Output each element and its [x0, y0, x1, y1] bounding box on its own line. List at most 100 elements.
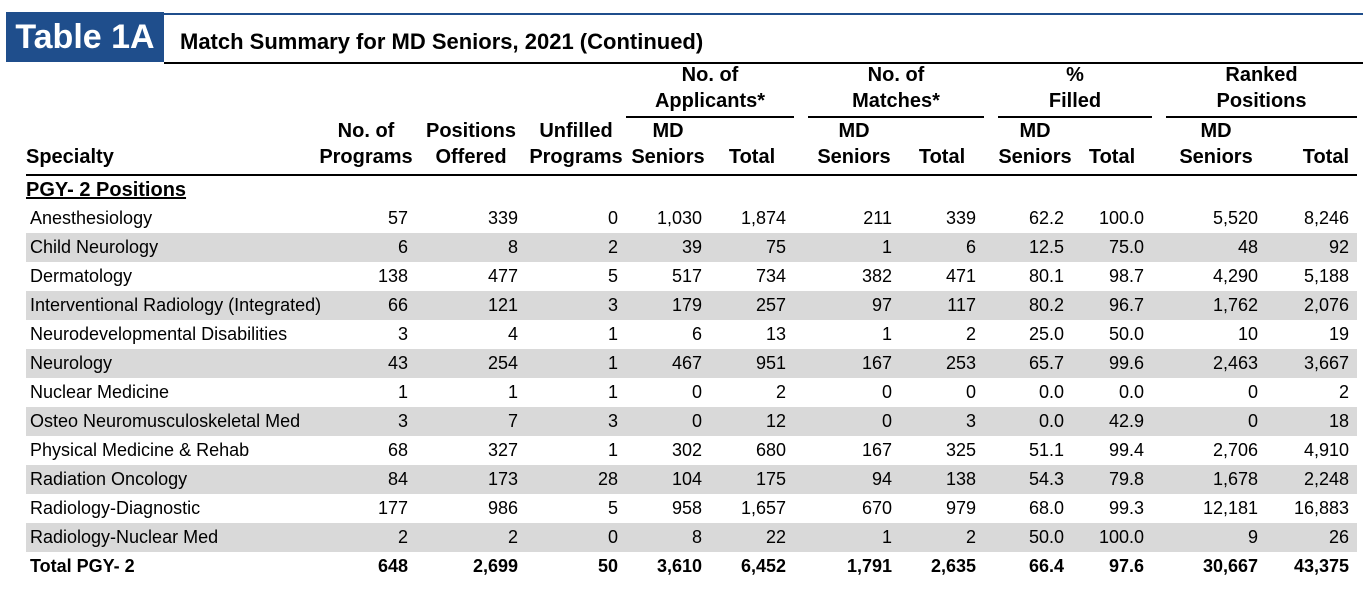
title-top-rule: [164, 13, 1363, 15]
positions-cell: 339: [487, 208, 518, 228]
ranked-group-header: Ranked Positions: [1166, 62, 1358, 118]
ranked-md-cell: 10: [1237, 324, 1259, 344]
ranked-md-cell: 9: [1166, 523, 1267, 552]
filled-total-cell: 99.6: [1072, 349, 1153, 378]
matches-total-cell: 339: [945, 208, 976, 228]
applicants-md-cell: 3,610: [656, 556, 702, 576]
ranked-total-cell: 5,188: [1303, 266, 1350, 286]
unfilled-cell: 28: [526, 465, 626, 494]
table-row: Neurodevelopmental Disabilities 3 4 1 6 13 1 2 2…: [26, 320, 1357, 349]
table-title: Match Summary for MD Seniors, 2021 (Cont…: [180, 29, 704, 54]
unfilled-header: Unfilled Programs: [529, 120, 623, 168]
table-row: Dermatology 138 477 5 517 734 382 471 80.1 98.7 4,…: [26, 262, 1357, 291]
total-row: Total PGY- 2 648 2,699 50 3,610 6,452 1,791 2,6…: [26, 552, 1357, 581]
applicants-total-cell: 1,874: [740, 208, 786, 228]
specialty-cell: Nuclear Medicine: [30, 382, 170, 402]
matches-md-cell: 211: [863, 208, 892, 228]
unfilled-cell: 1: [607, 382, 618, 402]
applicants-total-cell: 6,452: [740, 556, 786, 576]
ranked-md-cell: 12,181: [1202, 498, 1259, 518]
specialty-header: Specialty: [26, 146, 114, 168]
matches-total-cell: 6: [900, 233, 984, 262]
matches-group-header: No. of Matches*: [808, 62, 984, 118]
programs-cell: 84: [316, 465, 416, 494]
filled-total-cell: 100.0: [1072, 523, 1153, 552]
matches-md-cell: 0: [881, 382, 892, 402]
matches-total-cell: 2: [965, 324, 976, 344]
unfilled-cell: 0: [526, 523, 626, 552]
matches-total-cell: 253: [900, 349, 984, 378]
applicants-md-cell: 1,030: [656, 208, 702, 228]
positions-cell: 1: [507, 382, 518, 402]
matches-total-cell: 325: [945, 440, 976, 460]
filled-total-cell: 75.0: [1072, 233, 1153, 262]
ranked-total-cell: 43,375: [1293, 556, 1350, 576]
programs-cell: 43: [316, 349, 416, 378]
positions-cell: 477: [487, 266, 518, 286]
table-row: Interventional Radiology (Integrated) 66 1…: [26, 291, 1358, 320]
table-row: Anesthesiology 57 339 0 1,030 1,874 211 339 62.2…: [26, 204, 1357, 233]
unfilled-cell: 5: [607, 266, 618, 286]
table-row: Child Neurology 6 8 2 39 75 1 6 12.5 75.0 48 92: [26, 233, 1358, 262]
matches-md-cell: 1: [881, 324, 892, 344]
applicants-md-cell: 0: [691, 382, 702, 402]
applicants-md-cell: 8: [626, 523, 710, 552]
applicants-md-cell: 517: [671, 266, 702, 286]
applicants-total-cell: 1,657: [740, 498, 786, 518]
positions-cell: 7: [416, 407, 526, 436]
filled-md-header: MD Seniors: [998, 120, 1072, 168]
specialty-cell: Physical Medicine & Rehab: [30, 440, 250, 460]
unfilled-cell: 5: [607, 498, 618, 518]
table-row: Neurology 43 254 1 467 951 167 253 65.7 99.6 2,463…: [26, 349, 1358, 378]
programs-cell: 648: [377, 556, 408, 576]
matches-md-cell: 97: [808, 291, 900, 320]
specialty-cell: Dermatology: [30, 266, 133, 286]
matches-total-cell: 138: [900, 465, 984, 494]
applicants-total-header: Total: [728, 146, 776, 168]
table-row: Nuclear Medicine 1 1 1 0 2 0 0 0.0 0.0 0 2: [26, 378, 1357, 407]
table-row: Radiology-Nuclear Med 2 2 0 8 22 1 2 50.0 100.0 9 2…: [26, 523, 1358, 552]
applicants-total-cell: 22: [710, 523, 794, 552]
programs-cell: 6: [316, 233, 416, 262]
filled-total-cell: 99.3: [1108, 498, 1145, 518]
programs-cell: 3: [397, 324, 408, 344]
filled-md-cell: 80.1: [1028, 266, 1064, 286]
specialty-cell: Neurology: [26, 349, 316, 378]
programs-cell: 1: [397, 382, 408, 402]
ranked-total-cell: 26: [1266, 523, 1358, 552]
programs-cell: 3: [316, 407, 416, 436]
filled-total-cell: 79.8: [1072, 465, 1153, 494]
applicants-md-cell: 179: [626, 291, 710, 320]
programs-cell: 177: [377, 498, 408, 518]
specialty-cell: Neurodevelopmental Disabilities: [30, 324, 288, 344]
filled-md-cell: 0.0: [1038, 382, 1064, 402]
unfilled-cell: 1: [607, 324, 618, 344]
filled-total-cell: 0.0: [1118, 382, 1145, 402]
unfilled-cell: 50: [597, 556, 618, 576]
filled-md-cell: 50.0: [998, 523, 1072, 552]
filled-total-cell: 99.4: [1108, 440, 1145, 460]
ranked-total-cell: 16,883: [1293, 498, 1350, 518]
applicants-md-cell: 6: [691, 324, 702, 344]
applicants-total-cell: 257: [710, 291, 794, 320]
applicants-total-cell: 13: [765, 324, 786, 344]
applicants-md-cell: 0: [626, 407, 710, 436]
matches-md-cell: 1: [808, 523, 900, 552]
matches-total-cell: 2: [900, 523, 984, 552]
filled-total-header: Total: [1088, 146, 1136, 168]
programs-header: No. of Programs: [319, 120, 413, 168]
matches-total-cell: 979: [945, 498, 976, 518]
filled-md-cell: 66.4: [1028, 556, 1064, 576]
matches-total-cell: 0: [965, 382, 976, 402]
specialty-cell: Total PGY- 2: [30, 556, 135, 576]
specialty-cell: Osteo Neuromusculoskeletal Med: [26, 407, 316, 436]
matches-md-cell: 670: [861, 498, 892, 518]
title-bar: Table 1A Match Summary for MD Seniors, 2…: [6, 12, 1363, 64]
filled-md-cell: 12.5: [998, 233, 1072, 262]
specialty-cell: Anesthesiology: [30, 208, 153, 228]
ranked-total-cell: 3,667: [1266, 349, 1358, 378]
programs-cell: 68: [387, 440, 408, 460]
unfilled-cell: 0: [607, 208, 618, 228]
applicants-total-cell: 175: [710, 465, 794, 494]
ranked-total-cell: 4,910: [1303, 440, 1350, 460]
